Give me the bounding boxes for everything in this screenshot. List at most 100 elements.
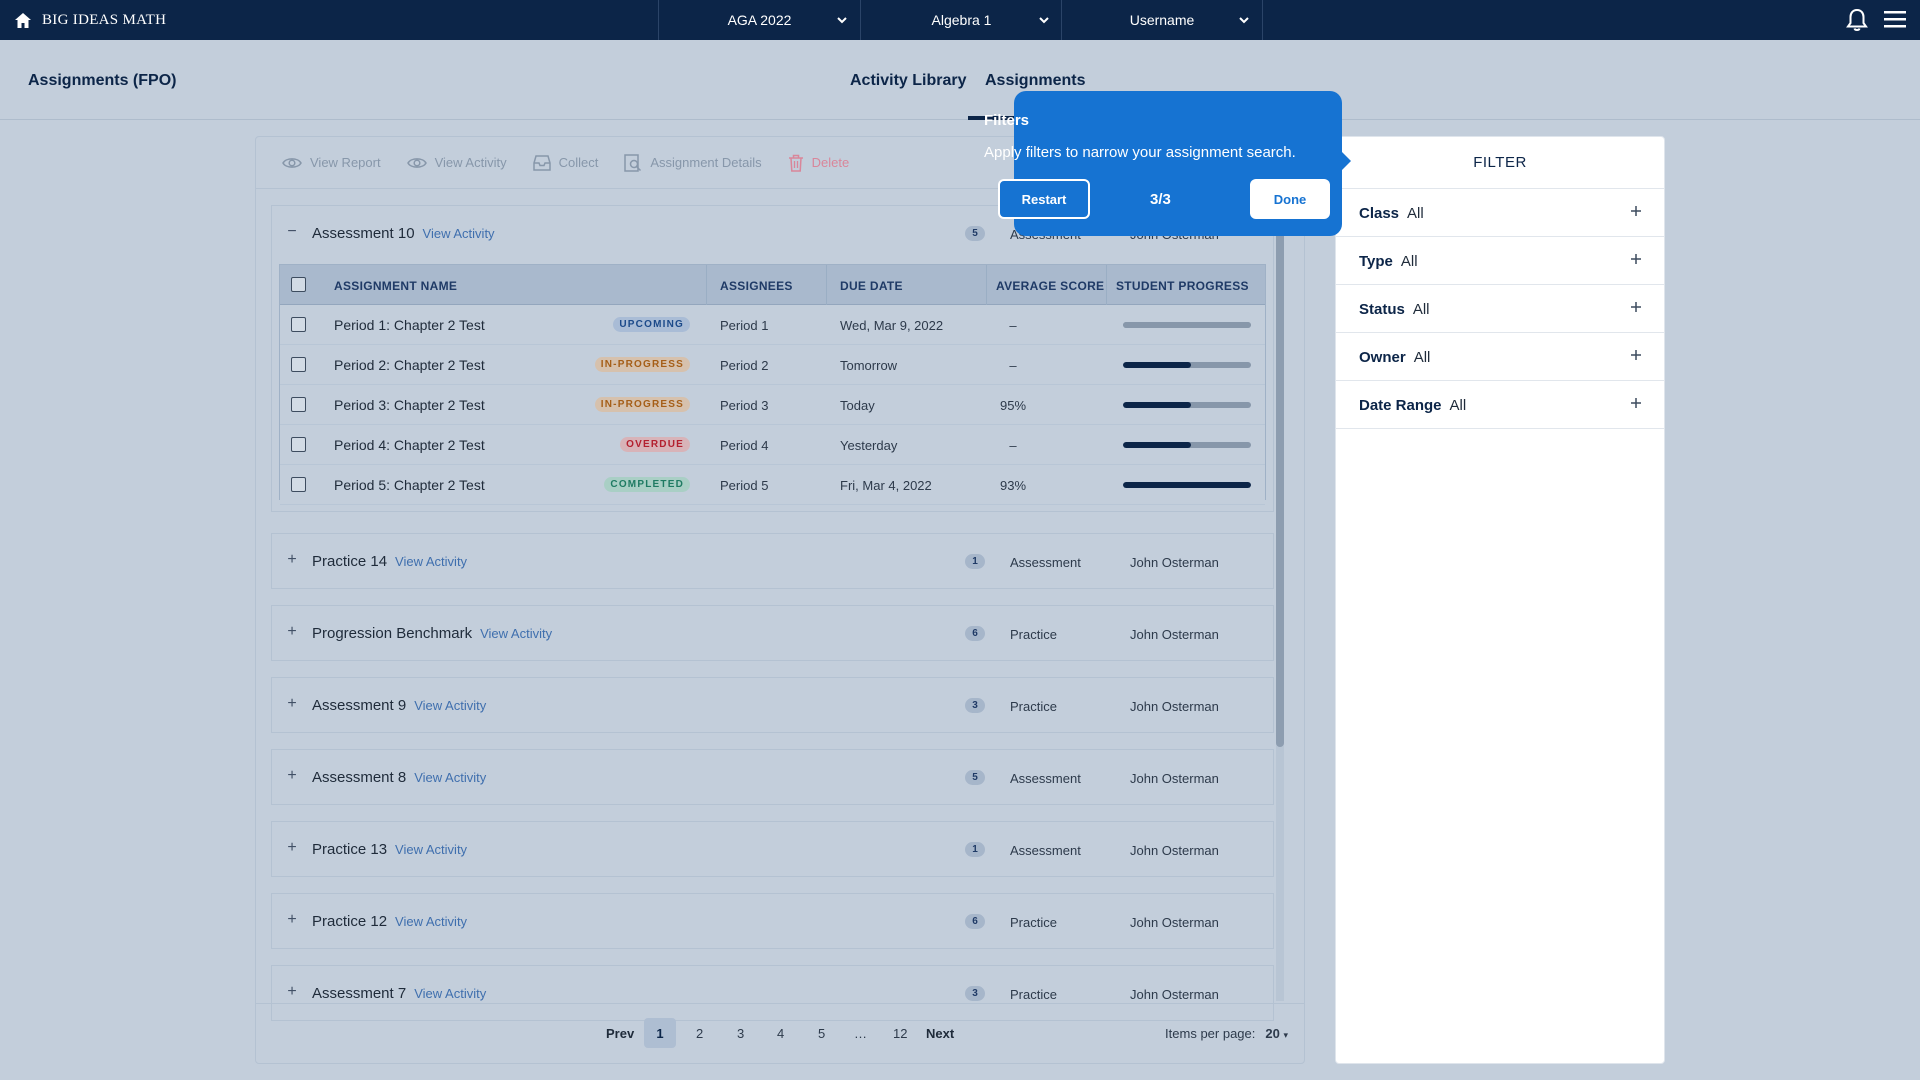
row-checkbox[interactable] [291, 397, 306, 412]
assignment-group[interactable]: + Assessment 7 View Activity 3 Practice John … [271, 965, 1274, 1021]
expand-icon[interactable]: + [287, 839, 297, 856]
table-row[interactable]: Period 1: Chapter 2 Test UPCOMING Period 1… [280, 305, 1265, 345]
row-assignment-name[interactable]: Period 2: Chapter 2 Test [334, 357, 485, 373]
select-all-checkbox[interactable] [291, 277, 306, 292]
brand[interactable]: BIG IDEAS MATH [14, 0, 166, 40]
row-assignment-name[interactable]: Period 5: Chapter 2 Test [334, 477, 485, 493]
view-report-button[interactable]: View Report [282, 155, 381, 170]
plus-icon[interactable] [1630, 253, 1642, 265]
expand-icon[interactable]: + [287, 551, 297, 568]
scrollbar[interactable] [1276, 191, 1284, 1001]
chevron-down-icon [1238, 14, 1250, 26]
page-button-1[interactable]: 1 [644, 1018, 676, 1048]
collect-button[interactable]: Collect [532, 154, 599, 171]
prev-page-button[interactable]: Prev [606, 1026, 635, 1041]
row-due-date: Yesterday [840, 438, 898, 453]
assignment-group[interactable]: + Practice 14 View Activity 1 Assessment John… [271, 533, 1274, 589]
assignment-group[interactable]: + Assessment 8 View Activity 5 Assessment Joh… [271, 749, 1274, 805]
plus-icon[interactable] [1630, 349, 1642, 361]
group-header[interactable]: + Progression Benchmark View Activity 6 Prac… [272, 606, 1273, 660]
table-row[interactable]: Period 5: Chapter 2 Test COMPLETED Period … [280, 465, 1265, 505]
assignment-group[interactable]: + Practice 13 View Activity 1 Assessment John… [271, 821, 1274, 877]
assignment-group[interactable]: + Practice 12 View Activity 6 Practice John O… [271, 893, 1274, 949]
row-assignment-name[interactable]: Period 1: Chapter 2 Test [334, 317, 485, 333]
plus-icon[interactable] [1630, 397, 1642, 409]
row-checkbox[interactable] [291, 317, 306, 332]
filter-row-type[interactable]: Type All [1336, 237, 1664, 285]
column-header-student-progress[interactable]: STUDENT PROGRESS [1116, 279, 1249, 293]
user-dropdown[interactable]: Username [1061, 0, 1263, 40]
group-header[interactable]: + Assessment 8 View Activity 5 Assessment Joh… [272, 750, 1273, 804]
page-button-5[interactable]: 5 [818, 1026, 826, 1041]
assignment-group[interactable]: + Assessment 9 View Activity 3 Practice John … [271, 677, 1274, 733]
table-row[interactable]: Period 4: Chapter 2 Test OVERDUE Period 4 Y… [280, 425, 1265, 465]
next-page-button[interactable]: Next [926, 1026, 955, 1041]
collect-label: Collect [558, 155, 599, 170]
view-activity-link[interactable]: View Activity [395, 914, 468, 929]
view-activity-link[interactable]: View Activity [414, 698, 487, 713]
row-due-date: Today [840, 398, 875, 413]
view-activity-link[interactable]: View Activity [395, 842, 468, 857]
expand-icon[interactable]: + [287, 767, 297, 784]
column-header-due-date[interactable]: DUE DATE [840, 279, 903, 293]
collapse-icon[interactable]: − [287, 223, 297, 240]
assignee-count-badge: 6 [965, 626, 985, 641]
view-activity-link[interactable]: View Activity [480, 626, 553, 641]
scrollbar-thumb[interactable] [1276, 191, 1284, 747]
group-header[interactable]: + Practice 13 View Activity 1 Assessment John… [272, 822, 1273, 876]
chevron-down-icon [836, 14, 848, 26]
program-dropdown[interactable]: AGA 2022 [658, 0, 860, 40]
row-checkbox[interactable] [291, 357, 306, 372]
row-assignment-name[interactable]: Period 4: Chapter 2 Test [334, 437, 485, 453]
assignment-details-button[interactable]: Assignment Details [624, 153, 762, 172]
column-header-name[interactable]: ASSIGNMENT NAME [334, 279, 458, 293]
filter-label: Status All [1359, 301, 1430, 318]
bell-icon[interactable] [1846, 8, 1868, 32]
filter-row-status[interactable]: Status All [1336, 285, 1664, 333]
tab-assignments[interactable]: Assignments [985, 72, 1086, 89]
view-activity-link[interactable]: View Activity [414, 770, 487, 785]
menu-icon[interactable] [1884, 8, 1906, 32]
filter-row-date-range[interactable]: Date Range All [1336, 381, 1664, 429]
filter-row-owner[interactable]: Owner All [1336, 333, 1664, 381]
assignment-group[interactable]: + Progression Benchmark View Activity 6 Prac… [271, 605, 1274, 661]
tab-activity-library[interactable]: Activity Library [850, 72, 967, 89]
row-checkbox[interactable] [291, 437, 306, 452]
expand-icon[interactable]: + [287, 983, 297, 1000]
group-title: Practice 14 [312, 553, 388, 570]
view-activity-button[interactable]: View Activity [406, 155, 507, 170]
delete-button[interactable]: Delete [788, 154, 849, 172]
group-owner: John Osterman [1130, 627, 1219, 642]
page-button-2[interactable]: 2 [696, 1026, 704, 1041]
filter-name: Owner [1359, 349, 1406, 366]
table-row[interactable]: Period 2: Chapter 2 Test IN-PROGRESS Perio… [280, 345, 1265, 385]
view-activity-link[interactable]: View Activity [395, 554, 468, 569]
expand-icon[interactable]: + [287, 911, 297, 928]
restart-button[interactable]: Restart [998, 179, 1090, 219]
done-button[interactable]: Done [1250, 179, 1330, 219]
group-header[interactable]: + Practice 14 View Activity 1 Assessment John… [272, 534, 1273, 588]
items-per-page-value[interactable]: 20 [1265, 1026, 1280, 1041]
view-activity-link[interactable]: View Activity [414, 986, 487, 1001]
row-assignment-name[interactable]: Period 3: Chapter 2 Test [334, 397, 485, 413]
table-row[interactable]: Period 3: Chapter 2 Test IN-PROGRESS Perio… [280, 385, 1265, 425]
filter-value: All [1400, 253, 1418, 270]
group-header[interactable]: + Assessment 7 View Activity 3 Practice John … [272, 966, 1273, 1020]
expand-icon[interactable]: + [287, 695, 297, 712]
group-header[interactable]: + Assessment 9 View Activity 3 Practice John … [272, 678, 1273, 732]
course-dropdown[interactable]: Algebra 1 [860, 0, 1062, 40]
home-icon[interactable] [14, 12, 32, 29]
plus-icon[interactable] [1630, 301, 1642, 313]
column-header-assignees[interactable]: ASSIGNEES [720, 279, 793, 293]
plus-icon[interactable] [1630, 205, 1642, 217]
column-header-average-score[interactable]: AVERAGE SCORE [996, 279, 1105, 293]
view-activity-link[interactable]: View Activity [422, 226, 495, 241]
expand-icon[interactable]: + [287, 623, 297, 640]
page-button-12[interactable]: 12 [893, 1026, 908, 1041]
row-checkbox[interactable] [291, 477, 306, 492]
group-header[interactable]: + Practice 12 View Activity 6 Practice John O… [272, 894, 1273, 948]
items-per-page[interactable]: Items per page: 20 ▾ [1165, 1026, 1288, 1041]
filter-row-class[interactable]: Class All [1336, 189, 1664, 237]
page-button-4[interactable]: 4 [777, 1026, 785, 1041]
page-button-3[interactable]: 3 [737, 1026, 745, 1041]
